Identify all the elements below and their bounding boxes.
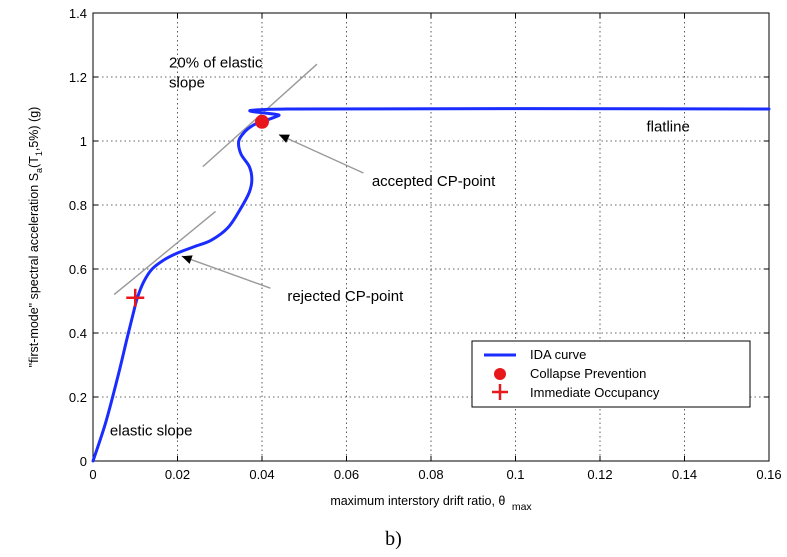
legend-cp-marker — [494, 368, 506, 380]
legend-box — [471, 340, 751, 408]
ida-chart: 0 0.02 0.04 0.06 0.08 0.1 0.12 0.14 0.16 0 0.2 0.4 0… — [27, 6, 782, 513]
axis-ticks: 0 0.02 0.04 0.06 0.08 0.1 0.12 0.14 0.16 0 0.2 0.4 0… — [69, 6, 782, 482]
y-tick-label: 0 — [80, 454, 87, 469]
annotation-elastic20: slope — [169, 74, 205, 91]
annotation-arrow-accepted — [278, 133, 364, 174]
y-axis-label-sub2: 1 — [34, 151, 44, 156]
y-tick-label: 0.4 — [69, 326, 87, 341]
series-layer — [91, 107, 771, 463]
y-tick-label: 0.6 — [69, 262, 87, 277]
y-axis-label-sub: a — [34, 168, 44, 173]
annotation-arrowhead-rejected — [181, 255, 193, 264]
x-tick-label: 0.02 — [165, 467, 190, 482]
x-tick-label: 0.08 — [418, 467, 443, 482]
x-tick-label: 0.12 — [587, 467, 612, 482]
tangent-guide-line — [113, 210, 216, 296]
x-axis-label-main: maximum interstory drift ratio, θ — [330, 494, 505, 508]
y-axis-label-end: ,5%) (g) — [27, 107, 41, 151]
y-tick-label: 0.8 — [69, 198, 87, 213]
annotation-arrowhead-accepted — [278, 134, 290, 143]
guide-lines — [113, 63, 318, 296]
x-axis-label: maximum interstory drift ratio, θ max — [330, 494, 532, 513]
annotation-elastic20: 20% of elastic — [169, 54, 263, 71]
annotation-elastic: elastic slope — [110, 422, 193, 439]
legend-label-io: Immediate Occupancy — [530, 385, 660, 400]
y-tick-label: 1.2 — [69, 70, 87, 85]
y-tick-label: 1 — [80, 134, 87, 149]
x-tick-label: 0 — [89, 467, 96, 482]
x-tick-label: 0.04 — [249, 467, 274, 482]
legend-label-cp: Collapse Prevention — [530, 366, 646, 381]
y-tick-label: 1.4 — [69, 6, 87, 21]
legend-label-ida: IDA curve — [530, 347, 586, 362]
annotation-arrow-rejected — [181, 255, 271, 289]
y-axis-label: "first-mode" spectral acceleration Sa(T1… — [27, 107, 44, 368]
y-axis-label-rest: (T — [27, 156, 41, 168]
figure-caption: b) — [385, 528, 402, 550]
x-axis-label-sub: max — [512, 501, 533, 513]
ida-curve-line — [91, 107, 771, 463]
x-tick-label: 0.16 — [756, 467, 781, 482]
annotations: 20% of elastic slope flatline accepted CP-p… — [110, 54, 690, 439]
annotation-flatline: flatline — [646, 118, 689, 135]
annotation-rejected: rejected CP-point — [287, 288, 404, 305]
x-tick-label: 0.06 — [334, 467, 359, 482]
legend: IDA curve Collapse Prevention Immediate … — [471, 340, 751, 408]
legend-io-marker — [492, 384, 508, 400]
collapse-prevention-point — [255, 114, 269, 129]
y-tick-label: 0.2 — [69, 390, 87, 405]
x-tick-label: 0.14 — [672, 467, 697, 482]
x-tick-label: 0.1 — [506, 467, 524, 482]
y-axis-label-main: "first-mode" spectral acceleration S — [27, 173, 41, 367]
annotation-accepted: accepted CP-point — [372, 173, 496, 190]
